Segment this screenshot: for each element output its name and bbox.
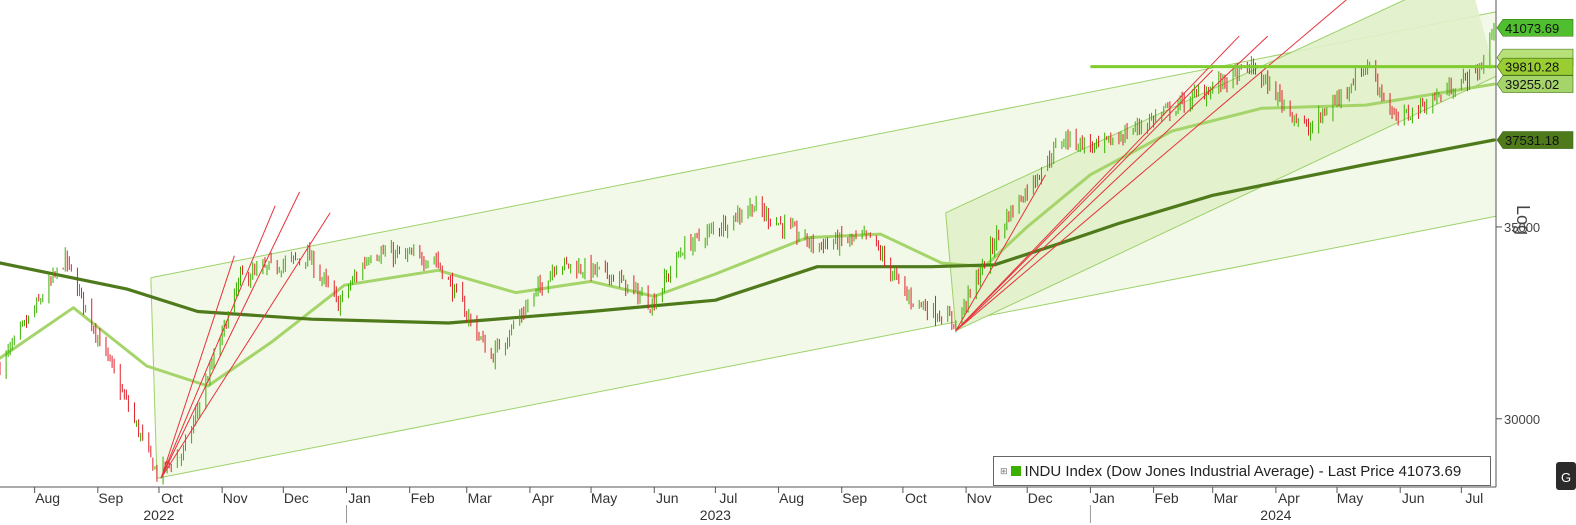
fan-line-2-4 (955, 0, 1347, 332)
channel-lower-line-1 (156, 215, 1497, 479)
channel-fill-2 (945, 0, 1496, 331)
x-tick-label: Mar (1214, 490, 1238, 506)
x-tick-label: Jan (1092, 490, 1115, 506)
price-tag-bg (1496, 75, 1574, 93)
x-tick-label: Nov (223, 490, 248, 506)
y-axis-scale-label: Log (1513, 205, 1533, 236)
corner-icon[interactable]: G (1556, 462, 1576, 490)
price-tag-bg (1496, 18, 1574, 37)
legend[interactable]: ⊞ INDU Index (Dow Jones Industrial Avera… (993, 456, 1491, 486)
fan-line-1-3 (160, 212, 331, 479)
x-tick-label: Dec (1028, 490, 1053, 506)
x-ticks: Aug Sep Oct Nov Dec Jan Feb Mar Apr May Jun Jul Aug S… (34, 487, 1483, 523)
x-tick-label: Jul (1465, 490, 1483, 506)
price-tag-label: 39255.02 (1505, 77, 1559, 92)
x-tick-label: Feb (411, 490, 435, 506)
legend-text: INDU Index (Dow Jones Industrial Average… (1024, 462, 1462, 480)
x-tick-label: Apr (1278, 490, 1300, 506)
x-tick-label: Oct (905, 490, 927, 506)
legend-expand-icon[interactable]: ⊞ (1000, 465, 1008, 476)
x-tick-label: Dec (284, 490, 309, 506)
x-tick-label: Jul (719, 490, 737, 506)
fan-line-2-5 (955, 69, 1214, 332)
x-tick-label: Mar (468, 490, 492, 506)
channel-start-line-2 (945, 212, 957, 331)
x-tick-label: Nov (967, 490, 992, 506)
price-tag-bg (1496, 57, 1574, 76)
y-ticks: 30000 35000 (1496, 220, 1540, 427)
x-tick-label: Oct (161, 490, 183, 506)
x-tick-label: Jun (1402, 490, 1425, 506)
year-label: 2024 (1260, 507, 1291, 523)
channel-lower-line-2 (955, 75, 1497, 332)
price-tags: 41073.69 39810.28 39255.02 37531.18 (1496, 18, 1574, 149)
price-tag-label: 41073.69 (1505, 21, 1559, 36)
x-tick-label: Feb (1155, 490, 1179, 506)
x-tick-label: Aug (779, 490, 804, 506)
price-tag-label: 39810.28 (1505, 60, 1559, 75)
legend-swatch (1010, 466, 1021, 476)
fan-line-2-2 (955, 35, 1240, 332)
year-label: 2023 (700, 507, 731, 523)
fan-line-2-1 (955, 174, 1047, 331)
fan-line-2-3 (955, 35, 1269, 332)
x-tick-label: Sep (98, 490, 123, 506)
fan-line-1-2 (160, 191, 301, 479)
price-tag-label: 37531.18 (1505, 133, 1559, 148)
fan-line-1-1 (160, 205, 276, 479)
x-tick-label: Aug (35, 490, 60, 506)
price-tag-bg (1496, 131, 1574, 149)
svg-text:G: G (1561, 470, 1571, 485)
x-tick-label: May (1337, 490, 1363, 506)
x-tick-label: Jan (348, 490, 371, 506)
fan-lines-layer (160, 0, 1347, 479)
x-tick-label: Jun (656, 490, 679, 506)
year-label: 2022 (143, 507, 174, 523)
moving-average-2 (0, 138, 1496, 325)
fan-line-1-4 (160, 255, 235, 479)
x-tick-label: May (591, 490, 617, 506)
channel-upper-line-1 (150, 11, 1497, 279)
x-tick-label: Sep (842, 490, 867, 506)
x-tick-label: Apr (532, 490, 554, 506)
y-tick-label: 30000 (1504, 412, 1540, 427)
channel-start-line-1 (150, 277, 158, 479)
y-tick-label: 35000 (1504, 220, 1540, 235)
